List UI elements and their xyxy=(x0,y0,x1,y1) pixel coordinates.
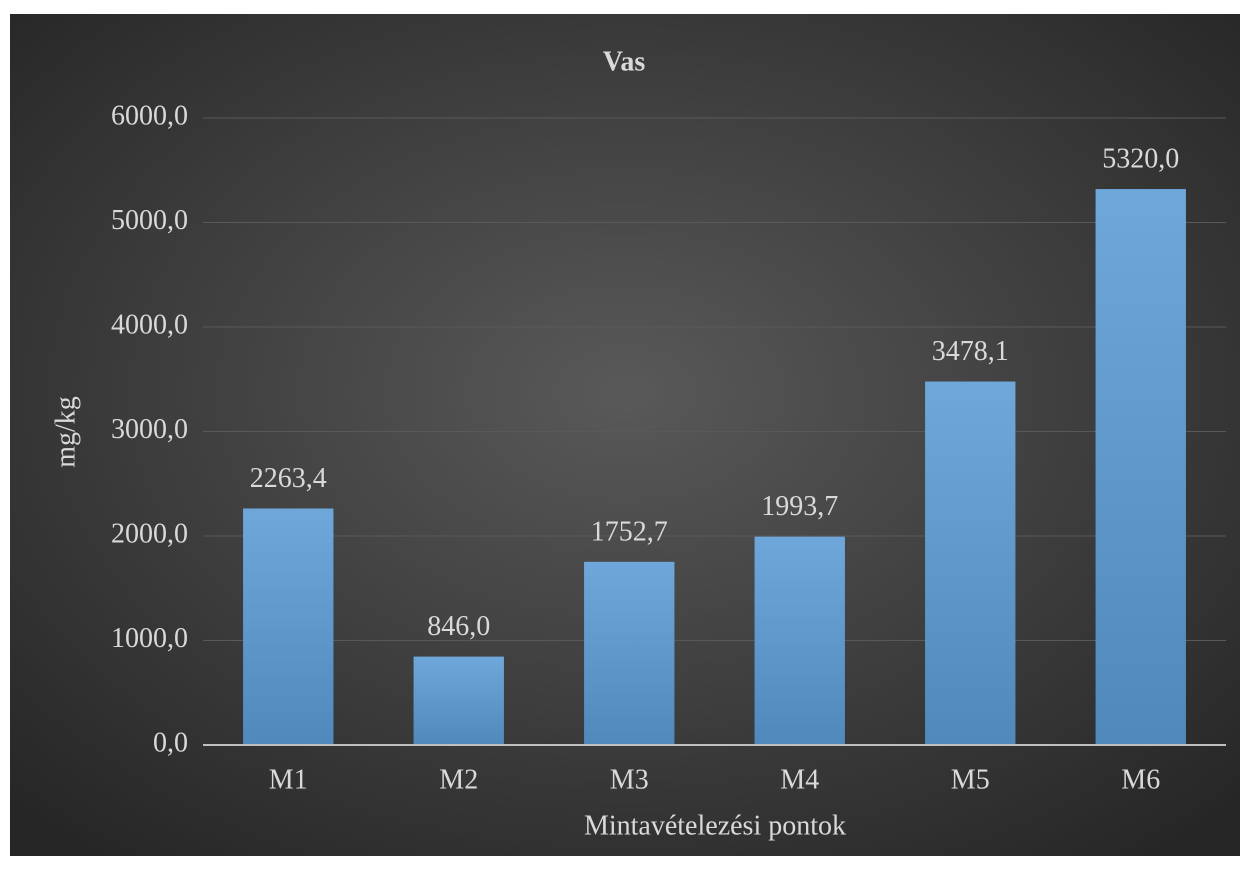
x-tick-label: M5 xyxy=(951,764,990,795)
bar-shading xyxy=(925,381,1016,745)
bar-shading xyxy=(584,561,675,745)
x-tick-label: M3 xyxy=(610,764,649,795)
y-tick-label: 0,0 xyxy=(153,727,188,758)
x-axis-label: Mintavételezési pontok xyxy=(584,810,846,841)
data-label: 5320,0 xyxy=(1102,143,1179,174)
x-tick-label: M2 xyxy=(439,764,478,795)
bar-shading xyxy=(243,508,334,745)
x-tick-label: M1 xyxy=(269,764,308,795)
y-tick-label: 5000,0 xyxy=(111,205,188,236)
y-tick-label: 1000,0 xyxy=(111,623,188,654)
y-axis-label: mg/kg xyxy=(50,396,81,468)
data-label: 846,0 xyxy=(427,611,490,642)
x-tick-label: M4 xyxy=(780,764,819,795)
bar-shading xyxy=(754,536,845,745)
data-label: 1993,7 xyxy=(761,491,838,522)
y-tick-label: 3000,0 xyxy=(111,414,188,445)
chart-title: Vas xyxy=(603,46,646,77)
x-tick-label: M6 xyxy=(1121,764,1160,795)
data-label: 1752,7 xyxy=(591,516,668,547)
data-label: 3478,1 xyxy=(932,336,1009,367)
y-tick-label: 4000,0 xyxy=(111,309,188,340)
bar-shading xyxy=(1095,189,1186,745)
bar-shading xyxy=(413,656,504,745)
y-tick-label: 2000,0 xyxy=(111,518,188,549)
y-tick-label: 6000,0 xyxy=(111,100,188,131)
data-label: 2263,4 xyxy=(250,463,327,494)
